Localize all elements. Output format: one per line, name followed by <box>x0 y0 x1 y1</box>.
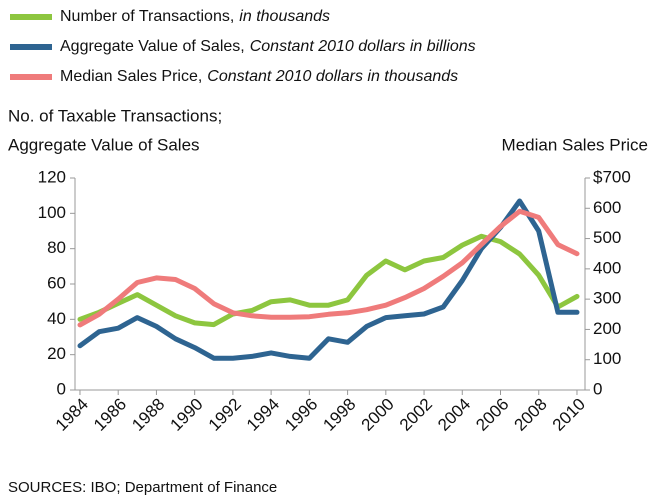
x-tick-label: 1988 <box>128 395 168 435</box>
y2-tick-label: 100 <box>593 349 621 368</box>
series-line <box>77 233 580 328</box>
x-tick-label: 2010 <box>549 395 589 435</box>
left-axis-label: Aggregate Value of Sales <box>8 135 200 154</box>
y2-tick-label: 400 <box>593 258 621 277</box>
y2-tick-label: 300 <box>593 289 621 308</box>
y-tick-label: 100 <box>38 203 66 222</box>
y-tick-label: 40 <box>47 309 66 328</box>
right-axis-label: Median Sales Price <box>502 135 648 154</box>
y-tick-label: 60 <box>47 273 66 292</box>
legend-unit: Constant 2010 dollars in thousands <box>207 68 458 85</box>
x-tick-label: 2000 <box>358 395 398 435</box>
left-axis-label: No. of Taxable Transactions; <box>8 106 222 125</box>
x-tick-label: 1996 <box>281 395 321 435</box>
y2-tick-label: 0 <box>593 379 602 398</box>
x-tick-label: 1986 <box>90 395 130 435</box>
x-tick-label: 2004 <box>434 395 474 435</box>
y-tick-label: 80 <box>47 238 66 257</box>
x-tick-label: 1998 <box>319 395 359 435</box>
legend-name: Median Sales Price, <box>60 68 202 85</box>
x-tick-label: 1994 <box>243 395 283 435</box>
legend-entry: Aggregate Value of Sales, Constant 2010 d… <box>60 38 476 55</box>
y-tick-label: 0 <box>57 379 66 398</box>
y2-tick-label: $700 <box>593 167 631 186</box>
legend-unit: Constant 2010 dollars in billions <box>250 38 476 55</box>
x-tick-label: 2008 <box>511 395 551 435</box>
x-tick-label: 1992 <box>205 395 245 435</box>
y2-tick-label: 600 <box>593 198 621 217</box>
legend-entry: Number of Transactions, in thousands <box>60 8 330 25</box>
x-tick-label: 1984 <box>52 395 92 435</box>
x-tick-label: 1990 <box>166 395 206 435</box>
series-line <box>77 208 580 328</box>
x-tick-label: 2006 <box>472 395 512 435</box>
y-tick-label: 120 <box>38 167 66 186</box>
legend-name: Number of Transactions, <box>60 8 234 25</box>
y2-tick-label: 500 <box>593 228 621 247</box>
y-tick-label: 20 <box>47 344 66 363</box>
source: SOURCES: IBO; Department of Finance <box>8 479 277 496</box>
legend-unit: in thousands <box>239 8 330 25</box>
y2-tick-label: 200 <box>593 319 621 338</box>
legend-entry: Median Sales Price, Constant 2010 dollars… <box>60 68 458 85</box>
x-tick-label: 2002 <box>396 395 436 435</box>
legend-name: Aggregate Value of Sales, <box>60 38 245 55</box>
